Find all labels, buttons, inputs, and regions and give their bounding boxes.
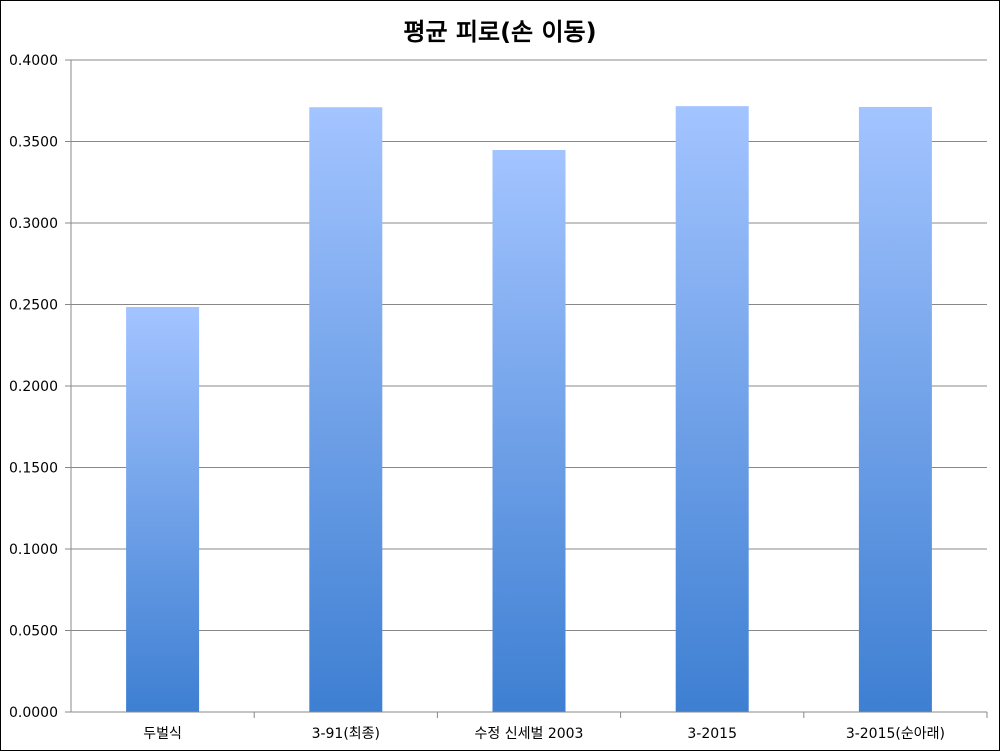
x-tick-label: 두벌식 [143, 726, 182, 742]
y-tick-label: 0.2500 [9, 298, 58, 314]
bar [126, 306, 200, 712]
y-tick-label: 0.0500 [9, 624, 58, 640]
y-tick-label: 0.3500 [9, 135, 58, 151]
y-tick-label: 0.3000 [9, 216, 58, 232]
axes: 0.0000 0.0500 0.1000 0.1500 0.2000 0.2500 0.30… [9, 53, 988, 742]
chart-title: 평균 피로(손 이동) [403, 18, 597, 46]
x-tick-label: 3-91(최종) [312, 726, 380, 742]
bar [492, 149, 566, 712]
bar [675, 106, 749, 712]
bar [858, 106, 932, 713]
x-tick-label: 3-2015(순아래) [846, 726, 945, 742]
y-tick-label: 0.1500 [9, 461, 58, 477]
y-tick-label: 0.4000 [9, 53, 58, 69]
y-tick-label: 0.1000 [9, 542, 58, 558]
x-tick-label: 수정 신세벌 2003 [475, 726, 584, 742]
y-tick-label: 0.0000 [9, 705, 58, 721]
bars [126, 106, 932, 713]
bar [309, 107, 383, 712]
x-tick-label: 3-2015 [687, 726, 737, 742]
y-tick-label: 0.2000 [9, 379, 58, 395]
